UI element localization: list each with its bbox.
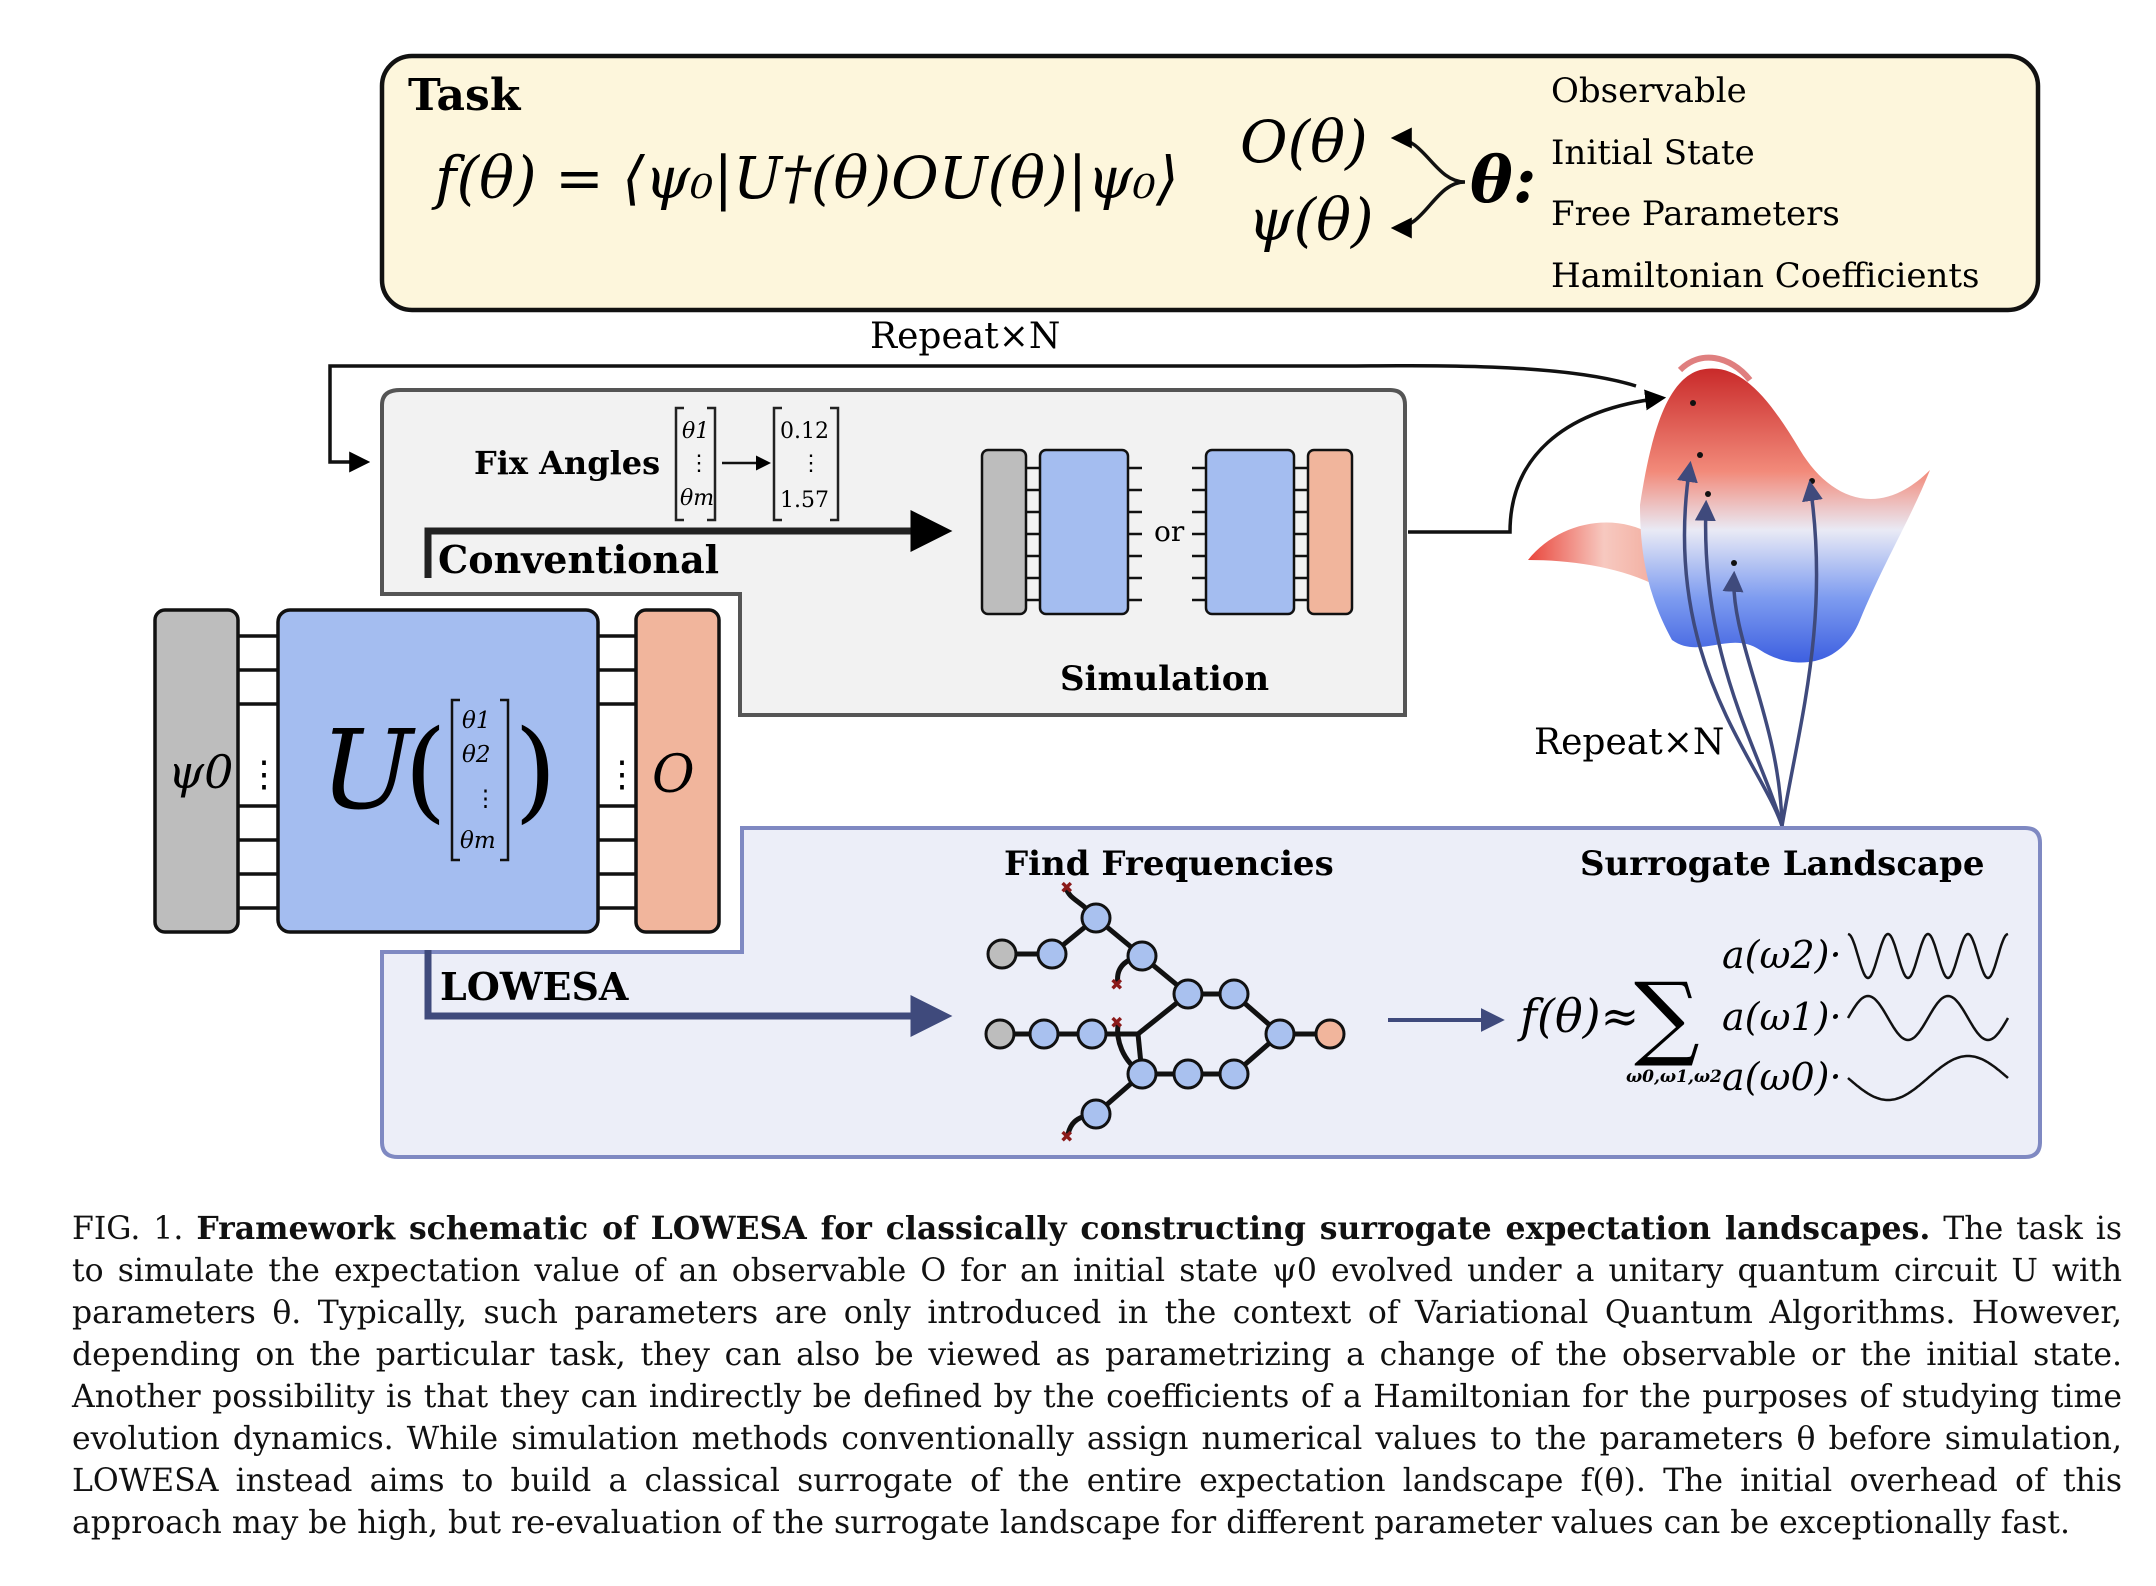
unitary-block [276, 608, 600, 934]
param-dots: ⋮ [474, 786, 497, 812]
param-bracket-right [500, 698, 510, 862]
main-circuit [153, 608, 721, 934]
unitary-open-paren: ( [404, 706, 447, 834]
surrogate-to-landscape-arrows [1677, 460, 1823, 827]
repeat-bottom-label: Repeat×N [1534, 722, 1724, 763]
numeric-bracket-left [772, 406, 782, 522]
conventional-to-landscape-arrow [1408, 389, 1667, 534]
surrogate-f-theta: f(θ)≈ [1517, 989, 1639, 1043]
or-label: or [1154, 515, 1185, 548]
surrogate-landscape-label: Surrogate Landscape [1580, 844, 1984, 884]
input-psi0: ψ0 [168, 745, 233, 799]
caption-body: The task is to simulate the expectation … [72, 1211, 2123, 1541]
repeat-top-label: Repeat×N [870, 316, 1060, 357]
param-thetam: θm [460, 828, 496, 854]
param-theta1: θ1 [462, 708, 490, 734]
vector-thetam: θm [680, 486, 714, 511]
numeric-value-1: 0.12 [780, 419, 829, 444]
term-omega2: a(ω2)· [1722, 933, 1842, 977]
conventional-arrow [424, 510, 953, 578]
numeric-value-m: 1.57 [780, 488, 829, 513]
o-theta: O(θ) [1240, 108, 1368, 176]
find-frequencies-label: Find Frequencies [1004, 844, 1334, 884]
param-bracket-left [450, 698, 460, 862]
task-heading: Task [408, 70, 522, 121]
wave-high-frequency [1847, 932, 2009, 980]
energy-landscape [1528, 354, 1930, 663]
input-state-block [153, 608, 240, 934]
svg-text:✖: ✖ [1060, 1127, 1073, 1146]
repeat-top-arrow [328, 364, 1637, 473]
conventional-label: Conventional [438, 537, 719, 582]
lowesa-arrow [424, 950, 953, 1037]
unitary-close-paren: ) [514, 706, 557, 834]
conventional-box [380, 388, 1407, 717]
psi-theta: ψ(θ) [1248, 186, 1374, 254]
lowesa-label: LOWESA [440, 964, 629, 1009]
numeric-dots: ⋮ [800, 451, 822, 476]
sum-symbol: ∑ [1634, 963, 1700, 1070]
vector-theta1: θ1 [682, 419, 709, 444]
role-free-parameters: Free Parameters [1551, 194, 1840, 234]
svg-text:✖: ✖ [1110, 975, 1123, 994]
sum-subscript: ω0,ω1,ω2 [1626, 1067, 1722, 1087]
task-box [379, 53, 2041, 313]
term-omega1: a(ω1)· [1722, 995, 1842, 1039]
svg-text:✖: ✖ [1060, 878, 1073, 897]
fix-angles-label: Fix Angles [474, 444, 660, 482]
observable-block [634, 608, 721, 934]
svg-text:✖: ✖ [1110, 1013, 1123, 1032]
small-circuit-observable-version [1192, 448, 1354, 616]
wave-low-frequency [1847, 1054, 2009, 1102]
brace-arrow [1390, 127, 1466, 239]
vector-dots: ⋮ [688, 451, 710, 476]
theta-symbol: θ: [1470, 143, 1536, 218]
param-theta2: θ2 [462, 742, 490, 768]
caption-label: FIG. 1. [72, 1211, 184, 1247]
unitary-U: U [320, 706, 416, 834]
lowesa-schematic: Task f(θ) = ⟨ψ₀|U†(θ)OU(θ)|ψ₀⟩ O(θ) ψ(θ)… [153, 53, 2042, 1159]
small-circuit-input-version [980, 448, 1142, 616]
circuit-dots-left: ⋮ [246, 754, 282, 795]
role-initial-state: Initial State [1551, 133, 1755, 173]
role-observable: Observable [1551, 71, 1747, 111]
term-omega0: a(ω0)· [1722, 1055, 1842, 1099]
numeric-bracket-right [830, 406, 840, 522]
vector-bracket-left [674, 406, 684, 522]
task-formula: f(θ) = ⟨ψ₀|U†(θ)OU(θ)|ψ₀⟩ [431, 144, 1179, 212]
caption-title: Framework schematic of LOWESA for classi… [196, 1210, 1931, 1247]
role-hamiltonian: Hamiltonian Coefficients [1551, 256, 1979, 296]
frequency-tree: ✖ ✖ ✖ ✖ [984, 878, 1346, 1146]
wave-mid-frequency [1846, 994, 2010, 1042]
observable-O: O [652, 745, 695, 805]
simulation-label: Simulation [1060, 659, 1269, 699]
figure-caption: FIG. 1. Framework schematic of LOWESA fo… [72, 1208, 2122, 1544]
circuit-dots-right: ⋮ [604, 754, 640, 795]
vector-bracket-right [707, 406, 717, 522]
